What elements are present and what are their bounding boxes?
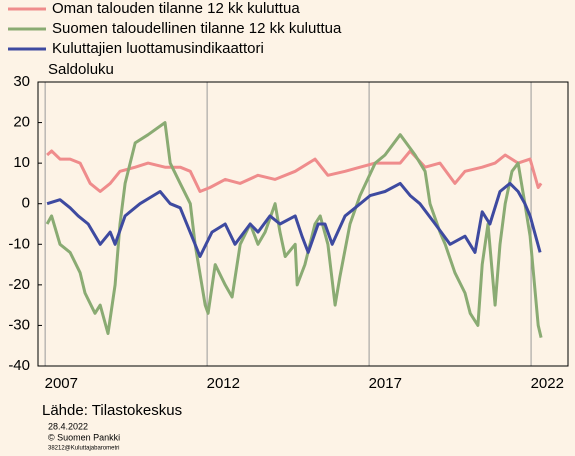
- y-tick-label: -20: [8, 276, 30, 293]
- y-tick-label: 0: [22, 195, 30, 212]
- footnote: 28.4.2022: [48, 421, 88, 431]
- footnote: © Suomen Pankki: [48, 432, 120, 442]
- y-tick-label: 20: [13, 114, 30, 131]
- x-tick-label: 2007: [45, 375, 78, 392]
- series-line: [46, 181, 542, 258]
- y-tick-label: 10: [13, 154, 30, 171]
- y-tick-label: -10: [8, 235, 30, 252]
- source: Lähde: Tilastokeskus: [42, 402, 182, 419]
- x-tick-label: 2012: [207, 375, 240, 392]
- y-tick-label: -40: [8, 357, 30, 374]
- series-line: [46, 149, 543, 193]
- legend-label: Oman talouden tilanne 12 kk kuluttua: [52, 0, 300, 17]
- series-line: [45, 121, 543, 338]
- plot-frame: [37, 81, 569, 367]
- legend-label: Kuluttajien luottamusindikaattori: [52, 40, 264, 57]
- y-axis-title: Saldoluku: [48, 61, 114, 78]
- y-tick-label: 30: [13, 73, 30, 90]
- legend-label: Suomen taloudellinen tilanne 12 kk kulut…: [52, 20, 342, 37]
- x-tick-label: 2022: [531, 375, 564, 392]
- footnote: 38212@Kuluttajabarometri: [48, 446, 119, 452]
- y-tick-label: -30: [8, 316, 30, 333]
- x-tick-label: 2017: [369, 375, 402, 392]
